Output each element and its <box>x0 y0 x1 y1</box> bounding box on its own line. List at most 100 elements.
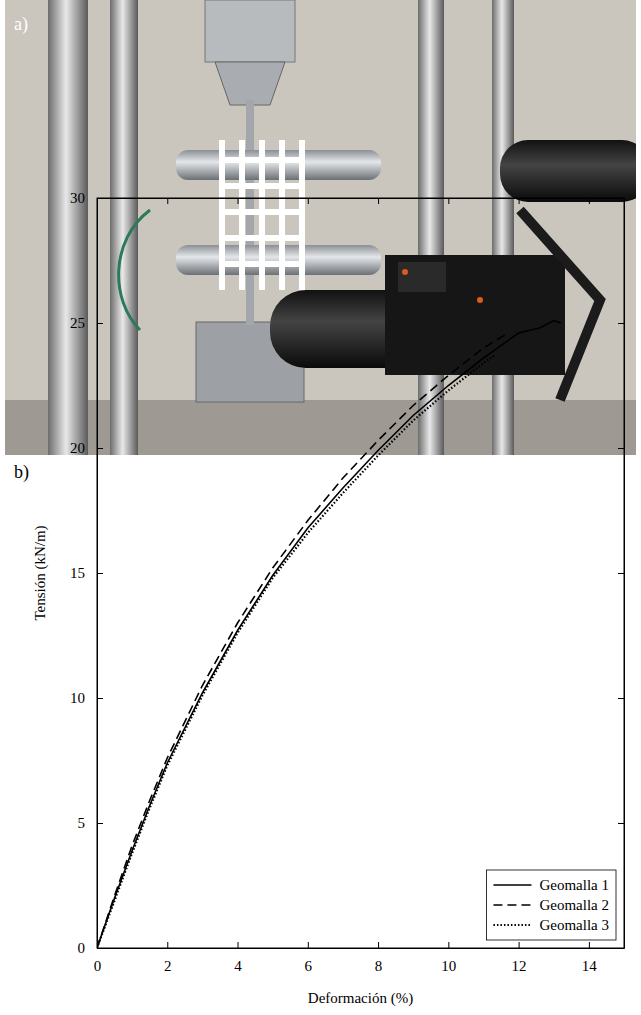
axis-line <box>98 948 625 949</box>
photo-grid-strand <box>219 261 305 267</box>
photo-hose <box>119 210 150 330</box>
tick-label: 10 <box>441 958 456 974</box>
photo <box>5 0 641 455</box>
tick <box>618 823 624 824</box>
tick: 20 <box>70 440 103 456</box>
tick-label: 20 <box>70 440 85 456</box>
tick-mark <box>97 948 103 949</box>
tick-mark <box>238 198 239 204</box>
series-line <box>97 356 494 949</box>
panel-label: b) <box>14 462 29 483</box>
photo-camera <box>500 140 636 202</box>
tick-label: 14 <box>582 958 598 974</box>
tick-label: 12 <box>512 958 527 974</box>
tick-mark <box>167 198 168 204</box>
photo-grid-strand <box>219 157 305 163</box>
tick: 6 <box>305 942 313 974</box>
tick-label: 5 <box>78 815 86 831</box>
tick: 10 <box>70 690 103 706</box>
photo-bar <box>176 245 381 275</box>
tick-mark <box>519 198 520 204</box>
tick-mark <box>618 948 624 949</box>
tick-mark <box>97 823 103 824</box>
tick-mark <box>618 448 624 449</box>
x-axis: 02468101214 <box>94 942 625 974</box>
photo-grid-strand <box>219 235 305 241</box>
tick <box>167 198 168 204</box>
tick: 8 <box>375 942 383 974</box>
tick-mark <box>618 698 624 699</box>
tick-mark <box>167 942 168 948</box>
legend-label: Geomalla 2 <box>539 897 609 913</box>
legend-label: Geomalla 1 <box>539 877 609 893</box>
tick-mark <box>238 942 239 948</box>
tick-label: 0 <box>78 940 86 956</box>
legend-swatch <box>493 904 531 906</box>
tick: 25 <box>70 315 103 331</box>
tick <box>618 698 624 699</box>
photo-background <box>5 0 636 455</box>
tick <box>618 448 624 449</box>
tick <box>378 198 379 204</box>
tick-mark <box>378 198 379 204</box>
chart: 02468101214051015202530Deformación (%)Te… <box>32 190 625 1007</box>
tick-mark <box>97 573 103 574</box>
photo-column <box>48 0 88 455</box>
tick-mark <box>618 823 624 824</box>
tick <box>308 198 309 204</box>
tick-label: 30 <box>70 190 85 206</box>
tick <box>618 948 624 949</box>
tick: 2 <box>164 942 172 974</box>
axis-line <box>98 198 625 199</box>
tick-label: 8 <box>375 958 383 974</box>
tick-mark <box>308 942 309 948</box>
tick-label: 6 <box>305 958 313 974</box>
legend-box <box>486 870 616 940</box>
photo-bar <box>176 150 381 180</box>
legend: Geomalla 1Geomalla 2Geomalla 3 <box>486 870 616 940</box>
photo-led <box>402 269 408 275</box>
tick <box>238 198 239 204</box>
tick-label: 25 <box>70 315 85 331</box>
photo-led <box>477 297 483 303</box>
tick <box>618 323 624 324</box>
tick: 14 <box>582 942 598 974</box>
y-axis: 0 5 10 15 20 25 30 <box>70 190 103 956</box>
tick: 10 <box>441 942 456 974</box>
photo-grid-strand <box>219 183 305 189</box>
tick-mark <box>97 198 103 199</box>
photo-grid-strand <box>219 209 305 215</box>
tick-mark <box>97 323 103 324</box>
tick-label: 10 <box>70 690 85 706</box>
tick-mark <box>519 942 520 948</box>
photo-grip <box>215 62 285 105</box>
tick: 5 <box>78 815 104 831</box>
x-axis-top <box>98 198 625 204</box>
tick-mark <box>448 198 449 204</box>
photo-geogrid <box>219 140 305 290</box>
tick: 12 <box>512 942 527 974</box>
y-axis-title: Tensión (kN/m) <box>32 525 49 620</box>
legend-swatch <box>493 884 531 886</box>
tick-label: 15 <box>70 565 85 581</box>
lines <box>97 321 561 949</box>
tick <box>448 198 449 204</box>
photo-grip <box>205 0 295 62</box>
tick-mark <box>618 573 624 574</box>
tick-mark <box>378 942 379 948</box>
legend-swatch <box>493 924 531 926</box>
tick-mark <box>308 198 309 204</box>
panel-label: a) <box>14 14 28 35</box>
tick <box>618 198 624 199</box>
tick: 30 <box>70 190 103 206</box>
y-axis-right <box>618 199 625 949</box>
tick-mark <box>618 323 624 324</box>
tick <box>589 198 590 204</box>
tick: 15 <box>70 565 103 581</box>
photo-column <box>492 0 514 455</box>
tick <box>519 198 520 204</box>
photo-column <box>418 0 444 455</box>
tick <box>618 573 624 574</box>
x-axis-title: Deformación (%) <box>308 990 413 1007</box>
series-line <box>97 321 561 949</box>
